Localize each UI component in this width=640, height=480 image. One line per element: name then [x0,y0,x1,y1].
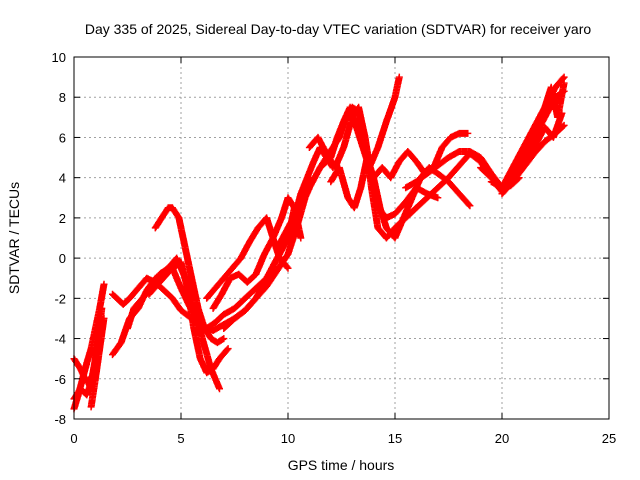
y-tick-label: -2 [54,291,66,306]
x-tick-label: 5 [177,431,184,446]
x-tick-label: 15 [388,431,402,446]
y-tick-label: 10 [52,50,66,65]
x-tick-label: 20 [495,431,509,446]
grid-lines [74,57,609,419]
data-marks [70,73,568,413]
axis-ticks: 0 5 10 15 20 25 -8 -6 -4 -2 0 2 4 6 8 10 [52,50,617,446]
data-series [87,314,108,411]
data-series [327,154,474,242]
data-series [145,258,232,377]
data-series [151,204,228,347]
y-tick-label: 0 [59,251,66,266]
plus-markers [327,154,474,242]
y-tick-label: 4 [59,171,66,186]
x-tick-label: 0 [70,431,77,446]
plus-markers [145,258,232,377]
plus-markers [530,79,568,151]
y-tick-label: 6 [59,130,66,145]
plus-markers [151,204,228,347]
y-tick-label: 2 [59,211,66,226]
x-tick-label: 10 [281,431,295,446]
y-tick-label: -6 [54,372,66,387]
plot-frame [73,56,610,420]
y-tick-label: -4 [54,332,66,347]
x-axis-label: GPS time / hours [288,457,395,473]
y-tick-label: -8 [54,412,66,427]
plus-markers [87,314,108,411]
x-tick-label: 25 [602,431,616,446]
y-tick-label: 8 [59,90,66,105]
data-series [530,79,568,151]
chart-title: Day 335 of 2025, Sidereal Day-to-day VTE… [85,21,591,37]
y-axis-label: SDTVAR / TECUs [6,182,22,294]
